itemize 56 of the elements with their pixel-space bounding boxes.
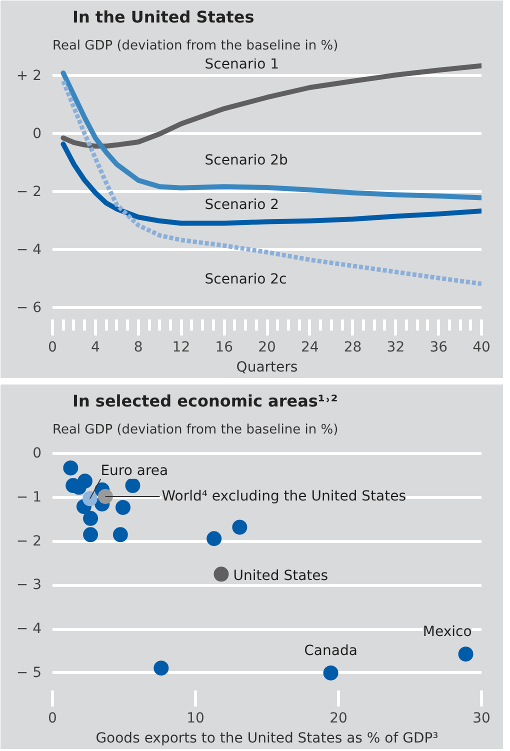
x-tick-label: 8	[134, 340, 143, 356]
point	[323, 665, 338, 680]
x-tick-label: 20	[258, 340, 276, 356]
annotation: Canada	[304, 642, 358, 659]
x-tick-label: 16	[215, 340, 234, 356]
x-tick-label: 24	[300, 340, 319, 356]
annotation: Mexico	[422, 624, 472, 640]
x-tick-label: 0	[48, 710, 57, 726]
x-tick-label: 4	[90, 340, 100, 356]
point	[77, 474, 92, 489]
point	[458, 646, 474, 662]
series-label: Scenario 2	[204, 197, 280, 214]
y-tick-label: − 4	[16, 621, 42, 638]
point	[154, 660, 169, 676]
series-label: Scenario 2c	[204, 272, 287, 288]
point	[63, 460, 78, 476]
x-tick-label: 40	[472, 340, 490, 356]
series-label: United States	[233, 568, 328, 584]
y-tick-label: + 2	[16, 68, 42, 84]
y-tick-label: − 4	[16, 242, 42, 258]
chart-title: In selected economic areas¹˒²	[72, 392, 338, 410]
x-tick-label: 28	[344, 340, 362, 356]
y-tick-label: − 6	[16, 300, 42, 316]
x-tick-label: 12	[172, 340, 190, 356]
x-tick-label: 20	[330, 710, 348, 726]
series-label: Scenario 2b	[204, 152, 288, 169]
x-tick-label: 0	[48, 340, 57, 356]
point	[206, 531, 222, 546]
y-tick-label: 0	[32, 445, 42, 462]
x-axis-title: Quarters	[236, 360, 298, 376]
point	[112, 527, 128, 542]
x-tick-label: 30	[472, 710, 490, 726]
chart-title: In the United States	[72, 8, 254, 26]
point	[214, 566, 229, 582]
point	[125, 478, 140, 493]
x-tick-label: 10	[186, 710, 204, 726]
point	[116, 500, 130, 515]
text: World⁴ excluding the United States	[162, 488, 406, 504]
x-tick-label: 32	[386, 340, 405, 356]
point	[98, 489, 113, 504]
point	[83, 527, 98, 542]
series-label: Euro area	[100, 462, 168, 479]
y-tick-label: − 3	[16, 577, 42, 594]
point	[83, 510, 98, 526]
x-axis-title: Goods exports to the United States as % of GDP³	[96, 730, 438, 746]
y-axis-title: Real GDP (deviation from the baseline in %)	[52, 38, 338, 54]
y-tick-label: 0	[32, 126, 42, 142]
y-axis-title: Real GDP (deviation from the baseline in %)	[52, 422, 338, 438]
y-tick-label: − 5	[16, 664, 42, 681]
line-series	[60, 78, 482, 286]
y-tick-label: − 1	[16, 489, 42, 506]
point	[82, 491, 98, 506]
y-tick-label: − 2	[16, 533, 42, 550]
x-tick-label: 36	[430, 340, 448, 356]
point	[232, 520, 248, 535]
y-tick-label: − 2	[16, 184, 42, 200]
